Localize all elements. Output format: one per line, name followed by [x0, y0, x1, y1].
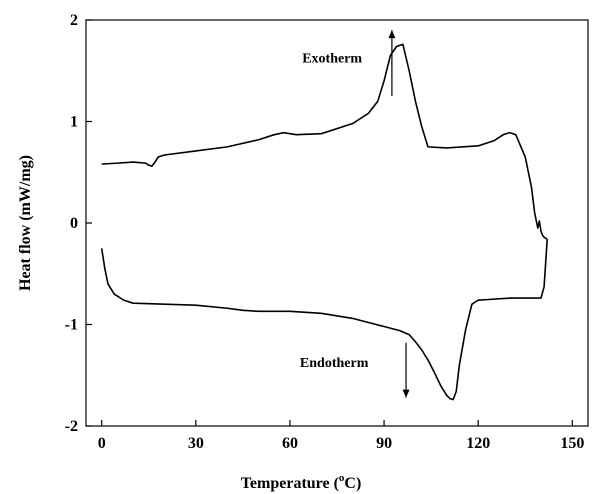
endotherm-arrow-head: [402, 389, 410, 398]
x-tick-label: 60: [282, 435, 298, 452]
y-tick-label: 1: [70, 114, 78, 131]
x-axis-title-tail: C): [344, 475, 361, 492]
y-tick-label: 2: [70, 12, 78, 29]
x-tick-label: 90: [376, 435, 392, 452]
x-axis-ticks: 0 30 60 90 120 150: [98, 420, 584, 452]
y-axis-title: Heat flow (mW/mg): [17, 155, 34, 291]
series-line-lower: [100, 239, 549, 401]
x-tick-label: 0: [98, 435, 106, 452]
series-line-upper: [101, 43, 548, 240]
annotations-group: Exotherm Endotherm: [300, 30, 410, 398]
x-axis-title: Temperature (oC): [241, 472, 362, 492]
y-tick-label: -1: [65, 317, 78, 334]
x-tick-label: 120: [466, 435, 490, 452]
y-axis-ticks: -2 -1 0 1 2: [65, 12, 92, 435]
x-axis-title-main: Temperature (: [241, 475, 339, 492]
exotherm-label: Exotherm: [302, 52, 362, 67]
y-tick-label: 0: [70, 215, 78, 232]
x-axis-title-superscript: o: [339, 472, 345, 484]
x-tick-label: 30: [188, 435, 204, 452]
exotherm-arrow-head: [388, 30, 396, 39]
endotherm-label: Endotherm: [300, 356, 369, 371]
y-tick-label: -2: [65, 418, 78, 435]
x-tick-label: 150: [560, 435, 584, 452]
series-group: [100, 43, 549, 401]
